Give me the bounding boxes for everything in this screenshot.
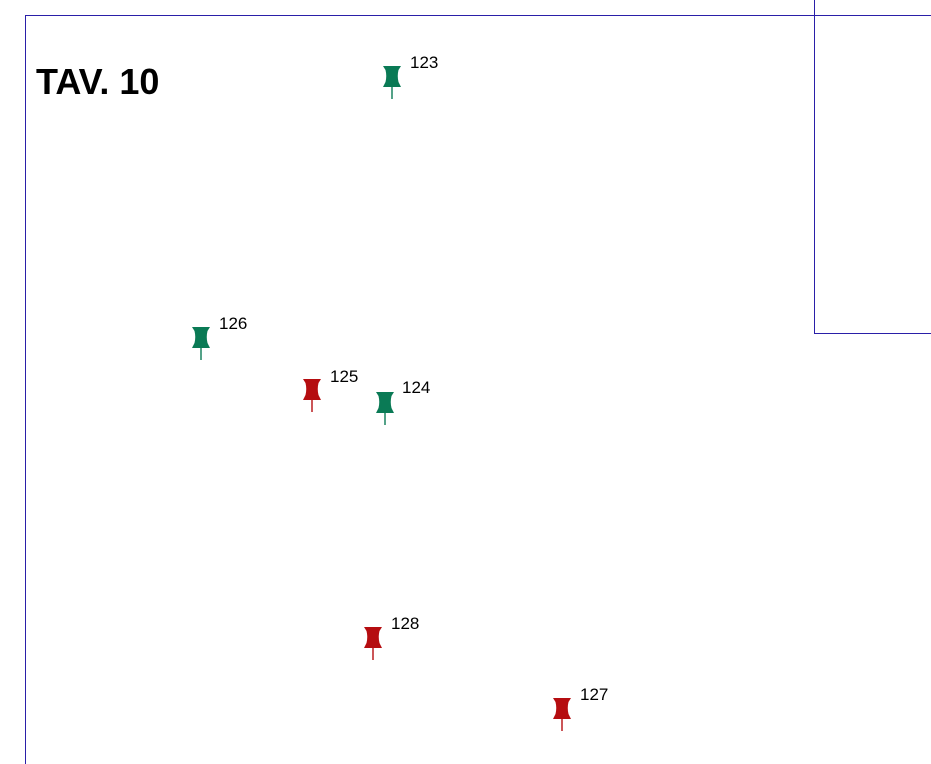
red-pushpin-icon (364, 627, 382, 660)
green-pushpin-icon (192, 327, 210, 360)
marker-label-128: 128 (391, 614, 420, 633)
marker-label-126: 126 (219, 314, 248, 333)
marker-128[interactable] (361, 625, 385, 661)
marker-125[interactable] (300, 377, 324, 413)
marker-126[interactable] (189, 325, 213, 361)
marker-label-125: 125 (330, 367, 359, 386)
marker-127[interactable] (550, 696, 574, 732)
red-pushpin-icon (553, 698, 571, 731)
marker-label-123: 123 (410, 53, 439, 72)
map-frame (25, 15, 931, 764)
marker-124[interactable] (373, 390, 397, 426)
green-pushpin-icon (383, 66, 401, 99)
marker-label-127: 127 (580, 685, 609, 704)
red-pushpin-icon (303, 379, 321, 412)
green-pushpin-icon (376, 392, 394, 425)
marker-label-124: 124 (402, 378, 431, 397)
marker-123[interactable] (380, 64, 404, 100)
inset-frame (814, 0, 931, 334)
plate-title: TAV. 10 (36, 61, 160, 102)
